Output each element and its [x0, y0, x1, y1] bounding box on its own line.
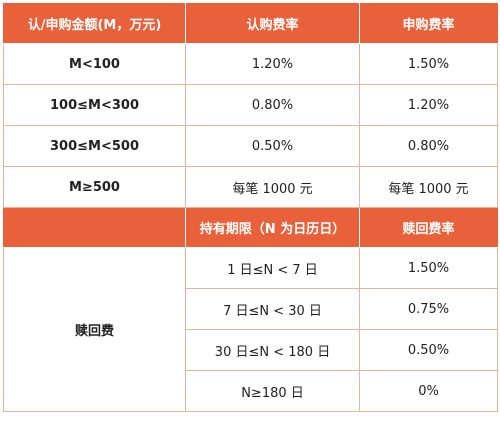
holding-period-cell: 7 日≤N < 30 日	[185, 288, 360, 330]
table-row: M≥500 每笔 1000 元 每笔 1000 元	[3, 166, 498, 208]
purchase-rate-cell: 1.50%	[359, 43, 498, 85]
header-purchase-rate: 申购费率	[359, 3, 498, 44]
amount-cell: 300≤M<500	[3, 125, 186, 167]
table-row: 7 日≤N < 30 日 0.75%	[4, 288, 498, 330]
header-amount: 认/申购金额(M，万元)	[3, 3, 186, 44]
header-subscribe-rate: 认购费率	[185, 3, 360, 44]
holding-period-cell: N≥180 日	[185, 370, 360, 412]
subscription-header-row: 认/申购金额(M，万元) 认购费率 申购费率	[3, 3, 498, 44]
holding-period-cell: 30 日≤N < 180 日	[185, 329, 360, 371]
redemption-rate-cell: 0.50%	[359, 329, 498, 371]
amount-cell: 100≤M<300	[3, 84, 186, 126]
redemption-rate-cell: 1.50%	[359, 247, 498, 289]
fee-rate-table: 认/申购金额(M，万元) 认购费率 申购费率 M<100 1.20% 1.50%…	[3, 3, 498, 412]
redemption-rate-cell: 0%	[359, 370, 498, 412]
subscribe-rate-cell: 0.50%	[185, 125, 360, 167]
table-row: 300≤M<500 0.50% 0.80%	[3, 125, 498, 167]
amount-cell: M<100	[3, 43, 186, 85]
subscribe-rate-cell: 1.20%	[185, 43, 360, 85]
redemption-rate-cell: 0.75%	[359, 288, 498, 330]
purchase-rate-cell: 每笔 1000 元	[359, 166, 498, 208]
redemption-header-row: 持有期限（N 为日历日） 赎回费率	[3, 207, 498, 248]
subscribe-rate-cell: 每笔 1000 元	[185, 166, 360, 208]
table-row: 赎回费 1 日≤N < 7 日 1.50%	[3, 247, 498, 412]
subscribe-rate-cell: 0.80%	[185, 84, 360, 126]
redemption-fee-label: 赎回费	[3, 247, 186, 412]
holding-period-cell: 1 日≤N < 7 日	[185, 247, 360, 289]
purchase-rate-cell: 0.80%	[359, 125, 498, 167]
table-row: 100≤M<300 0.80% 1.20%	[3, 84, 498, 126]
purchase-rate-cell: 1.20%	[359, 84, 498, 126]
amount-cell: M≥500	[3, 166, 186, 208]
header-holding-period: 持有期限（N 为日历日）	[185, 207, 360, 248]
header-empty	[3, 207, 186, 248]
header-redemption-rate: 赎回费率	[359, 207, 498, 248]
table-row: N≥180 日 0%	[4, 370, 498, 412]
table-row: 30 日≤N < 180 日 0.50%	[4, 329, 498, 371]
table-row: M<100 1.20% 1.50%	[3, 43, 498, 85]
